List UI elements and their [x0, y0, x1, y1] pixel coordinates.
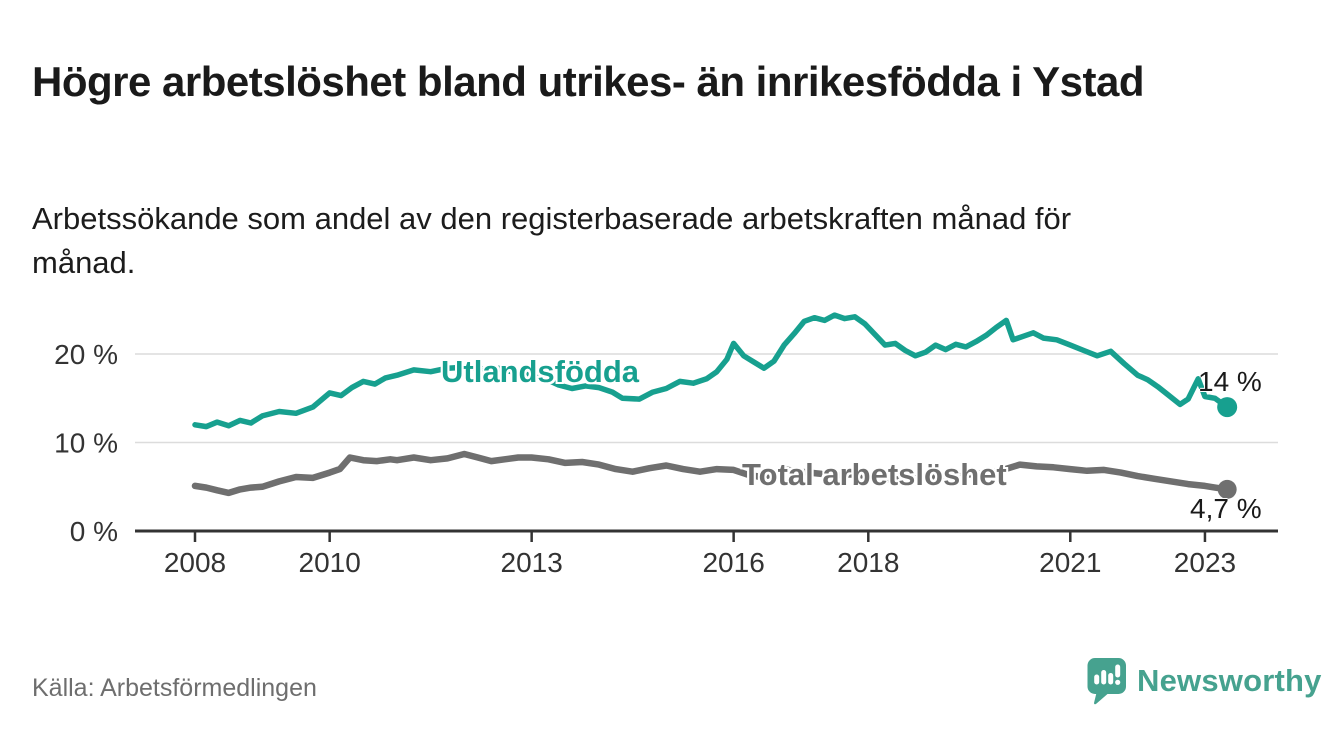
x-tick-label: 2008 — [164, 547, 226, 578]
series-line-total — [191, 450, 1231, 497]
end-value-utlandsfodda: 14 % — [1198, 366, 1262, 397]
chart-subtitle: Arbetssökande som andel av den registerb… — [32, 201, 1072, 281]
end-dot-utlandsfodda — [1217, 397, 1238, 418]
newsworthy-logo[interactable]: Newsworthy — [1086, 657, 1322, 707]
x-tick-label: 2021 — [1039, 547, 1101, 578]
x-tick-label: 2018 — [837, 547, 899, 578]
x-tick-label: 2023 — [1174, 547, 1236, 578]
series-label-total-arbetsloshet: Total arbetslöshet — [742, 457, 1007, 492]
x-tick-label: 2013 — [501, 547, 563, 578]
x-tick-label: 2016 — [702, 547, 764, 578]
newsworthy-wordmark: Newsworthy — [1137, 663, 1322, 698]
source-note: Källa: Arbetsförmedlingen — [32, 674, 317, 702]
y-tick-label: 20 % — [54, 339, 118, 370]
page-title: Högre arbetslöshet bland utrikes- än inr… — [32, 58, 1145, 106]
series-line-utlandsfodda — [192, 312, 1230, 430]
y-tick-label: 0 % — [70, 516, 118, 547]
series-label-utlandsfodda: Utlandsfödda — [441, 354, 640, 389]
newsworthy-bubble-icon — [1087, 658, 1126, 705]
end-value-total: 4,7 % — [1190, 493, 1262, 524]
x-tick-label: 2010 — [299, 547, 361, 578]
y-tick-label: 10 % — [54, 428, 118, 459]
end-dot-total — [1217, 479, 1237, 499]
